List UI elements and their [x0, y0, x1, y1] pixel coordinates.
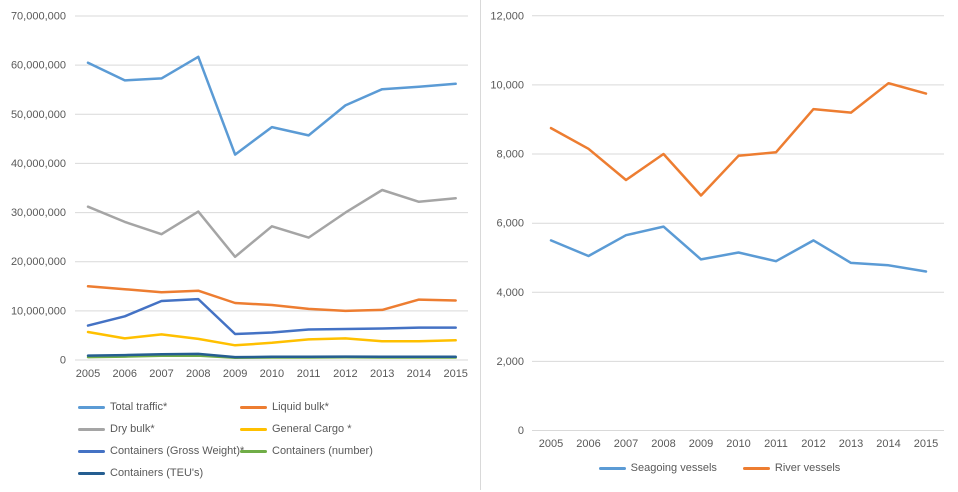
x-tick-label: 2006 — [113, 368, 137, 380]
x-tick-label: 2011 — [764, 438, 788, 450]
x-tick-label: 2013 — [370, 368, 394, 380]
x-tick-label: 2015 — [914, 438, 938, 450]
legend-label: Liquid bulk* — [272, 401, 329, 413]
legend-label: Containers (number) — [272, 445, 373, 457]
x-tick-label: 2011 — [297, 368, 321, 380]
vessels-chart: 0 2,000 4,000 6,000 8,000 10,000 12,000 2005 200… — [490, 10, 944, 450]
x-tick-label: 2007 — [614, 438, 638, 450]
cargo-traffic-panel: 0 10,000,000 20,000,000 30,000,000 40,000,00… — [0, 0, 478, 492]
y-tick-label: 50,000,000 — [11, 109, 66, 121]
legend-label: Total traffic* — [110, 401, 168, 413]
legend-item-containers-teu-s: Containers (TEU's) — [78, 462, 240, 484]
y-tick-label: 40,000,000 — [11, 158, 66, 170]
legend-swatch — [240, 427, 267, 431]
legend-label: River vessels — [774, 462, 841, 474]
x-tick-label: 2010 — [260, 368, 284, 380]
y-tick-label: 0 — [60, 355, 66, 367]
cargo-traffic-legend: Total traffic* Liquid bulk* Dry bulk* Gener… — [78, 396, 373, 484]
x-tick-label: 2015 — [443, 368, 467, 380]
x-tick-label: 2014 — [876, 438, 900, 450]
y-tick-label: 60,000,000 — [11, 60, 66, 72]
legend-label: Seagoing vessels — [630, 462, 717, 474]
legend-item-dry-bulk: Dry bulk* — [78, 418, 240, 440]
y-tick-label: 70,000,000 — [11, 11, 66, 23]
series-line-general-cargo — [86, 330, 457, 347]
legend-item-river-vessels: River vessels — [742, 460, 841, 476]
legend-item-containers-gross-weight: Containers (Gross Weight)* — [78, 440, 244, 462]
x-tick-label: 2009 — [689, 438, 713, 450]
series-line-river-vessels — [549, 81, 928, 197]
legend-item-total-traffic: Total traffic* — [78, 396, 240, 418]
legend-swatch — [78, 471, 105, 475]
x-tick-label: 2006 — [576, 438, 600, 450]
legend-label: Containers (Gross Weight)* — [110, 445, 245, 457]
panel-divider — [480, 0, 481, 490]
y-tick-label: 8,000 — [496, 149, 524, 161]
series-line-seagoing-vessels — [549, 225, 928, 273]
y-tick-label: 4,000 — [496, 287, 524, 299]
legend-swatch — [240, 405, 267, 409]
x-tick-label: 2008 — [186, 368, 210, 380]
y-tick-label: 12,000 — [490, 10, 524, 22]
legend-label: Dry bulk* — [110, 423, 155, 435]
legend-swatch — [78, 427, 105, 431]
y-tick-label: 30,000,000 — [11, 207, 66, 219]
x-tick-label: 2007 — [149, 368, 173, 380]
y-tick-label: 10,000 — [490, 79, 524, 91]
legend-swatch — [598, 466, 626, 470]
x-tick-label: 2008 — [651, 438, 675, 450]
x-tick-label: 2012 — [333, 368, 357, 380]
legend-item-general-cargo: General Cargo * — [240, 418, 373, 440]
x-tick-label: 2005 — [539, 438, 563, 450]
y-tick-label: 20,000,000 — [11, 256, 66, 268]
x-tick-label: 2010 — [726, 438, 750, 450]
legend-item-liquid-bulk: Liquid bulk* — [240, 396, 373, 418]
legend-label: General Cargo * — [272, 423, 352, 435]
series-line-containers-gross-weight — [86, 297, 457, 336]
legend-item-seagoing-vessels: Seagoing vessels — [598, 460, 717, 476]
x-tick-label: 2005 — [76, 368, 100, 380]
x-tick-label: 2009 — [223, 368, 247, 380]
legend-swatch — [742, 466, 770, 470]
legend-label: Containers (TEU's) — [110, 467, 204, 479]
y-tick-label: 10,000,000 — [11, 305, 66, 317]
vessels-panel: 0 2,000 4,000 6,000 8,000 10,000 12,000 2005 200… — [481, 0, 958, 492]
series-line-dry-bulk — [86, 188, 457, 259]
vessels-legend: Seagoing vessels River vessels — [481, 460, 958, 476]
x-tick-label: 2013 — [839, 438, 863, 450]
y-tick-label: 6,000 — [496, 218, 524, 230]
legend-swatch — [78, 449, 105, 453]
legend-item-containers-number: Containers (number) — [240, 440, 373, 462]
x-tick-label: 2012 — [801, 438, 825, 450]
series-line-total-traffic — [86, 55, 457, 156]
cargo-traffic-chart: 0 10,000,000 20,000,000 30,000,000 40,000,00… — [11, 11, 468, 380]
series-line-containers-teu-s — [86, 352, 457, 359]
x-tick-label: 2014 — [407, 368, 431, 380]
y-tick-label: 0 — [518, 425, 524, 437]
y-tick-label: 2,000 — [496, 356, 524, 368]
legend-swatch — [240, 449, 267, 453]
legend-swatch — [78, 405, 105, 409]
series-line-liquid-bulk — [86, 285, 457, 313]
